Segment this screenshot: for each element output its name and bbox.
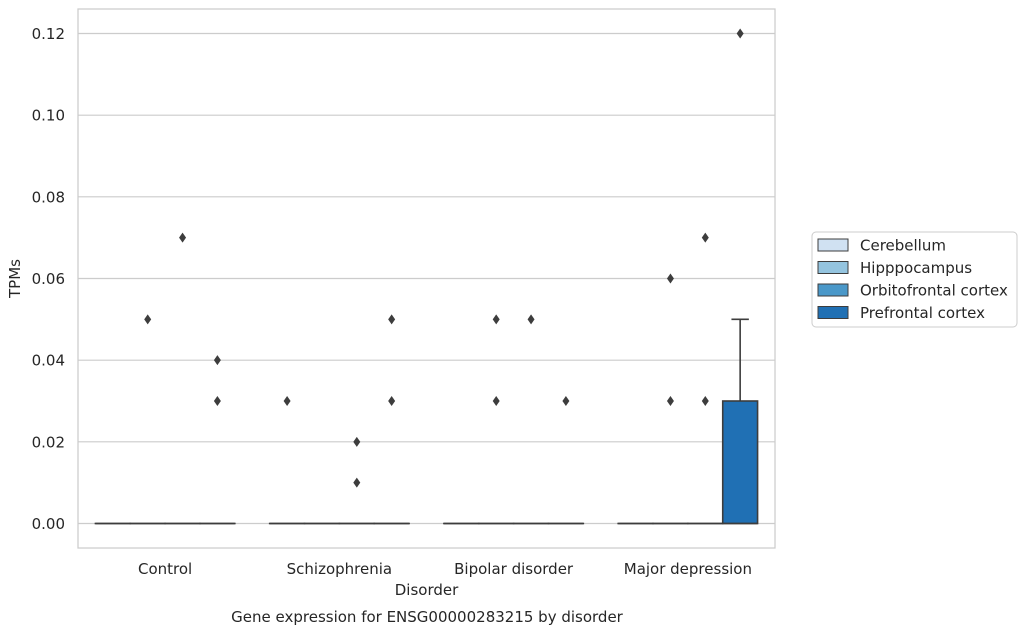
legend-swatch: [817, 238, 849, 252]
legend-label: Cerebellum: [860, 237, 946, 255]
x-tick-label: Major depression: [624, 560, 752, 578]
outlier-point: [492, 314, 500, 325]
legend-frame: [811, 231, 1018, 328]
chart-caption: Gene expression for ENSG00000283215 by d…: [231, 608, 624, 626]
box: [721, 400, 759, 525]
y-tick-label: 0.06: [32, 270, 65, 288]
legend-label: Prefrontal cortex: [860, 304, 985, 322]
plot-area-frame: [77, 8, 776, 549]
outlier-point: [283, 396, 291, 406]
outlier-point: [701, 396, 709, 406]
y-tick-label: 0.00: [32, 515, 65, 533]
outlier-point: [388, 314, 396, 325]
outlier-point: [701, 232, 709, 243]
x-tick-label: Bipolar disorder: [454, 560, 574, 578]
outlier-point: [492, 396, 500, 406]
y-tick-label: 0.10: [32, 107, 65, 125]
y-tick-label: 0.02: [32, 433, 65, 451]
outlier-point: [527, 314, 535, 325]
legend-swatch: [817, 261, 849, 274]
legend: Cerebellum Hipppocampus Orbitofrontal cort…: [811, 231, 1018, 328]
outlier-point: [179, 232, 187, 243]
grid-lines: [78, 32, 775, 525]
x-axis: Control Schizophrenia Bipolar disorder Majo…: [138, 560, 752, 578]
legend-swatch: [817, 283, 849, 297]
x-tick-label: Schizophrenia: [287, 560, 392, 578]
outlier-point: [353, 436, 361, 447]
box-series: [94, 318, 759, 525]
legend-swatch: [817, 306, 849, 319]
x-tick-label: Control: [138, 560, 192, 578]
y-axis-label: TPMs: [6, 259, 24, 299]
y-tick-label: 0.12: [32, 25, 65, 43]
outlier-points: [144, 28, 744, 488]
outlier-point: [736, 28, 744, 39]
legend-label: Hipppocampus: [860, 259, 972, 277]
legend-label: Orbitofrontal cortex: [860, 282, 1008, 300]
outlier-point: [562, 396, 570, 406]
outlier-point: [144, 314, 152, 325]
outlier-point: [666, 273, 674, 284]
outlier-point: [388, 396, 396, 406]
y-tick-label: 0.08: [32, 188, 65, 206]
x-axis-label: Disorder: [395, 581, 459, 599]
outlier-point: [353, 477, 361, 488]
outlier-point: [213, 396, 221, 406]
outlier-point: [666, 396, 674, 406]
outlier-point: [213, 355, 221, 366]
y-tick-label: 0.04: [32, 352, 65, 370]
y-axis: 0.00 0.02 0.04 0.06 0.08 0.10 0.12: [32, 25, 65, 533]
